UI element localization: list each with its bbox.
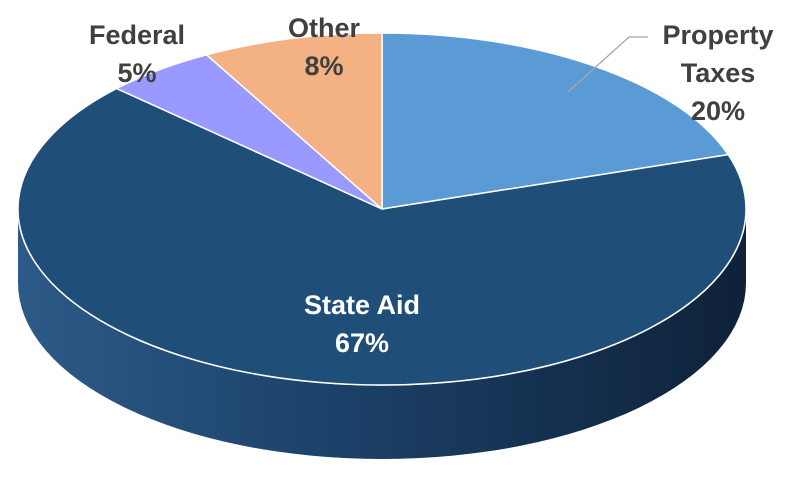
category-label-property-taxes: Taxes (681, 58, 756, 88)
value-label-state-aid: 67% (335, 328, 389, 358)
value-label-other: 8% (304, 51, 343, 81)
category-label-property-taxes: Property (662, 20, 773, 50)
leader-line-property-taxes (567, 36, 648, 93)
category-label-state-aid: State Aid (304, 290, 420, 320)
pie-top-faces (17, 32, 747, 386)
category-label-federal: Federal (89, 20, 185, 50)
category-label-other: Other (288, 13, 361, 43)
value-label-federal: 5% (117, 58, 156, 88)
slice-other (205, 32, 383, 210)
side-wall-state-aid (18, 209, 746, 459)
value-label-property-taxes: 20% (691, 96, 745, 126)
slice-state-aid (17, 87, 747, 386)
slice-labels: Property Taxes 20% State Aid 67% Federal 5% Oth… (89, 13, 774, 358)
leader-lines (567, 36, 648, 93)
